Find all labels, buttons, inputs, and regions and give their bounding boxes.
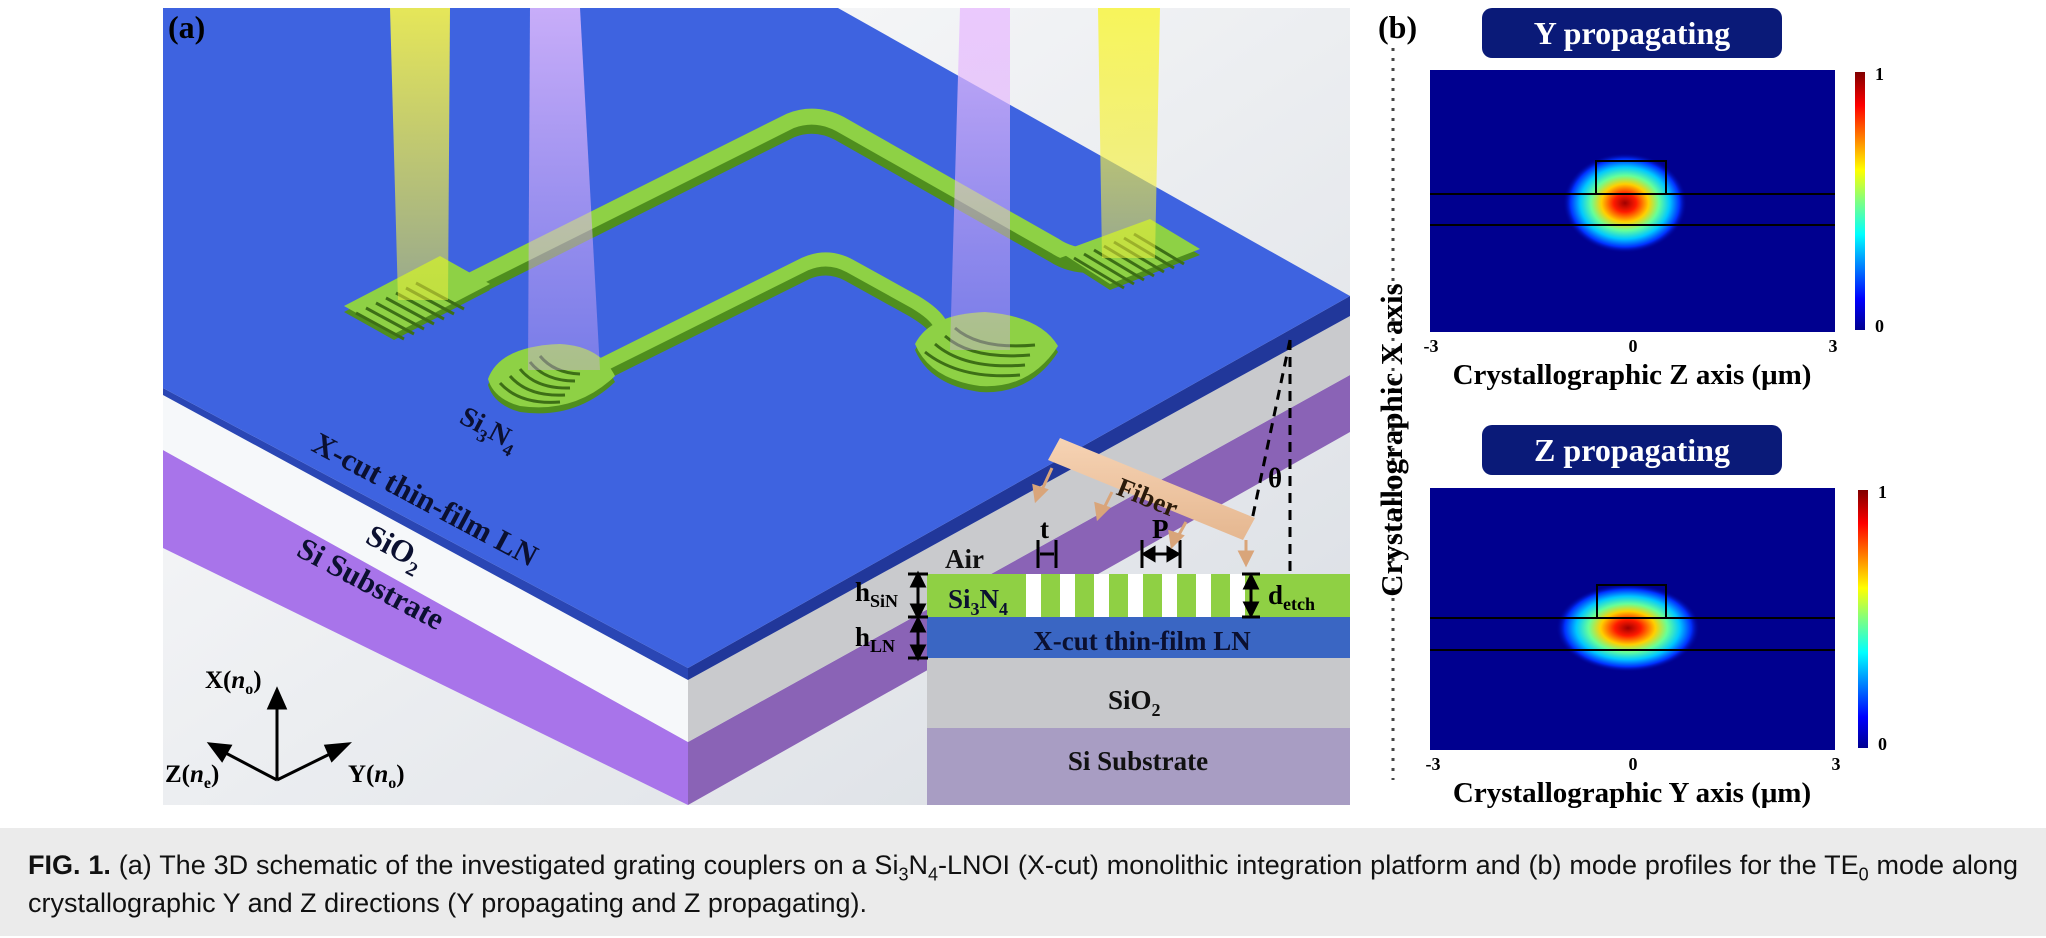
caption-text-1: (a) The 3D schematic of the investigated…: [110, 850, 899, 880]
t-label: t: [1040, 514, 1049, 544]
panel-a-label: (a): [168, 9, 205, 45]
sio2-layer-right: [688, 316, 1350, 742]
h-sin-label: hSiN: [855, 577, 898, 611]
caption-sub-3: 0: [1858, 864, 1869, 885]
d-etch-label: detch: [1268, 580, 1315, 614]
violet-beam-left: [528, 8, 600, 370]
fiber-rays: [1032, 467, 1255, 568]
colorbar: [1855, 72, 1865, 330]
inset-air-label: Air: [945, 544, 984, 574]
ln-layer-right: [688, 296, 1350, 680]
inset-tfln: [927, 617, 1350, 658]
cross-section-inset: Si Substrate SiO2 X-cut thin-film LN Si3…: [855, 339, 1350, 805]
caption-sub-1: 3: [898, 864, 909, 885]
plot-title: Z propagating: [1534, 432, 1730, 468]
ln-top-surface: [163, 8, 1350, 668]
figure-caption: FIG. 1. (a) The 3D schematic of the inve…: [28, 846, 2018, 922]
mode-plot-y-propagating: Y propagating 1 0 -3 0 3 Crystallographi…: [1424, 8, 1884, 391]
side-axis-label: Crystallographic X axis: [1374, 283, 1409, 596]
axis-z-label: Z(ne): [165, 761, 219, 792]
p-label: P: [1152, 514, 1169, 544]
yellow-beam-right: [1098, 8, 1160, 258]
caption-sub-2: 4: [927, 864, 938, 885]
tick-center: 0: [1629, 336, 1638, 356]
caption-box: FIG. 1. (a) The 3D schematic of the inve…: [0, 828, 2046, 936]
panel-b: (b) Crystallographic X axis Y propagatin…: [1374, 8, 1887, 809]
yellow-beam-left: [390, 8, 450, 300]
panel-a: X-cut thin-film LN SiO2 Si Substrate Si3…: [163, 8, 1350, 805]
tick-center: 0: [1629, 754, 1638, 774]
plot-title-box: [1482, 425, 1782, 475]
mode-spot: [1563, 153, 1687, 253]
inset-tfln-label: X-cut thin-film LN: [1033, 626, 1251, 656]
axis-x-label: X(no): [205, 667, 262, 698]
inner-waveguide-top: [573, 252, 947, 383]
sio2-layer-left: [163, 395, 688, 742]
panel-b-label: (b): [1378, 9, 1417, 45]
plot-title-box: [1482, 8, 1782, 58]
inset-sin-label: Si3N4: [948, 584, 1008, 619]
colorbar-max: 1: [1878, 482, 1887, 502]
tick-right: 3: [1832, 754, 1841, 774]
inset-si-label: Si Substrate: [1068, 746, 1208, 776]
tick-left: -3: [1424, 336, 1439, 356]
axis-y-label: Y(no): [348, 761, 405, 792]
mode-spot: [1556, 584, 1700, 672]
caption-text-4: mode along crystallographic Y and Z dire…: [28, 850, 2018, 918]
si-layer-left: [163, 450, 688, 805]
angle-lines: [1250, 339, 1292, 572]
h-ln-label: hLN: [855, 622, 895, 656]
violet-beam-right: [950, 8, 1010, 350]
caption-label: FIG. 1.: [28, 850, 111, 880]
colorbar-min: 0: [1878, 734, 1887, 754]
ln-layer-left: [163, 388, 688, 680]
inset-sio2-label: SiO2: [1108, 685, 1161, 720]
inset-si-substrate: [927, 728, 1350, 805]
tick-left: -3: [1426, 754, 1441, 774]
colorbar-min: 0: [1875, 316, 1884, 336]
colorbar-max: 1: [1875, 64, 1884, 84]
x-axis-label: Crystallographic Z axis (μm): [1453, 359, 1812, 391]
inset-grating-teeth: [1026, 574, 1245, 617]
waveguide-outline: [1430, 584, 1835, 651]
x-axis-label: Crystallographic Y axis (μm): [1453, 777, 1811, 809]
mode-plot-z-propagating: Z propagating 1 0 -3 0 3 Crystallographi…: [1426, 425, 1887, 809]
inset-sio2: [927, 658, 1350, 728]
plot-title: Y propagating: [1534, 15, 1730, 51]
waveguide-outline: [1430, 160, 1835, 226]
caption-text-3: -LNOI (X-cut) monolithic integration pla…: [937, 850, 1859, 880]
tick-right: 3: [1829, 336, 1838, 356]
dimension-markers: [908, 540, 1260, 662]
caption-text-2: N: [908, 850, 928, 880]
colorbar: [1858, 490, 1868, 748]
theta-label: θ: [1268, 463, 1282, 493]
fiber-body: [1048, 438, 1255, 540]
crystal-axes: [206, 686, 352, 782]
